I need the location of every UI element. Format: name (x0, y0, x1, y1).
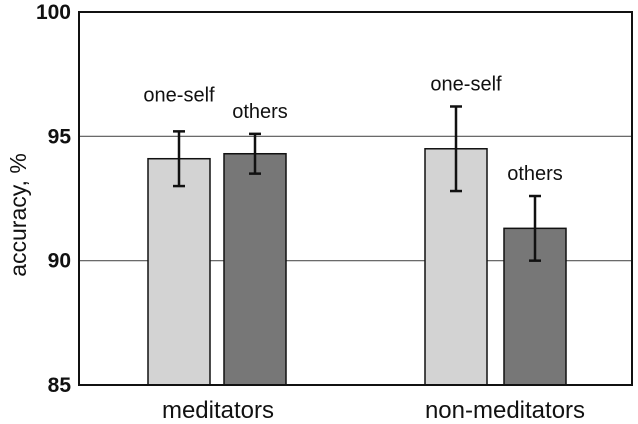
plot-frame (78, 11, 633, 386)
x-category-label: meditators (162, 397, 274, 424)
y-tick-label: 90 (48, 250, 71, 273)
x-axis-ticks: meditators non-meditators (162, 397, 585, 424)
bar (147, 157, 211, 386)
y-axis-label: accuracy, % (5, 153, 31, 277)
y-axis-ticks: 85 90 95 100 (36, 1, 71, 397)
bar (223, 152, 287, 386)
bars-layer (147, 105, 567, 386)
y-tick-label: 85 (48, 374, 72, 397)
bar-label: others (507, 163, 563, 185)
x-category-label: non-meditators (425, 397, 585, 424)
y-tick-label: 95 (48, 125, 72, 148)
bar-label: one-self (143, 84, 215, 106)
bar-label: others (232, 101, 288, 123)
y-tick-label: 100 (36, 1, 71, 24)
bar-label: one-self (430, 73, 502, 95)
labels-layer: one-self others one-self others (143, 73, 562, 185)
